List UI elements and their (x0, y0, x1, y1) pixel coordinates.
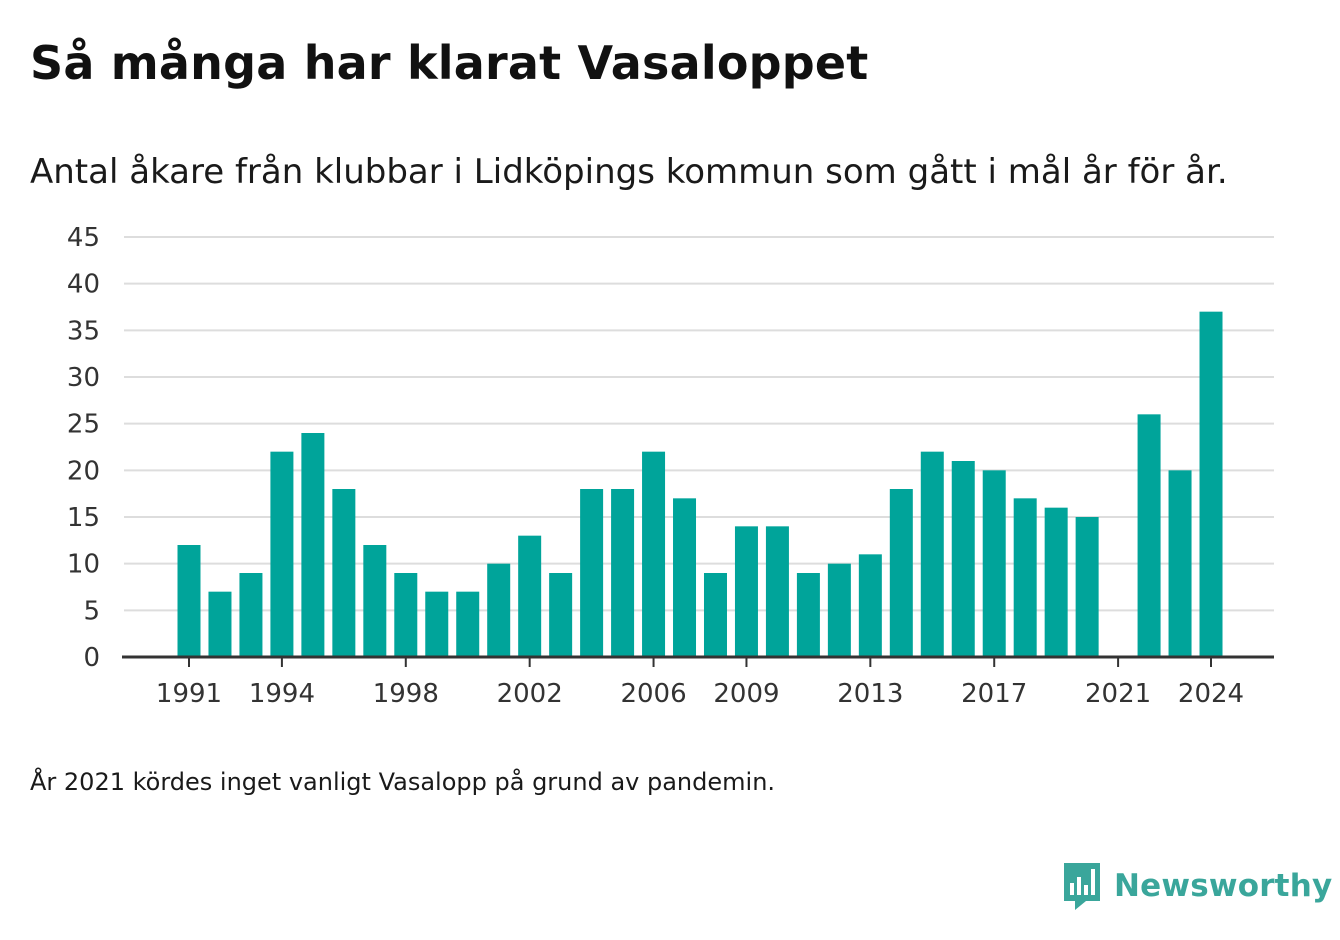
bar-2018 (1013, 498, 1037, 657)
bar-1999 (425, 591, 449, 657)
x-tick-label: 2017 (961, 679, 1027, 709)
bar-1996 (332, 489, 356, 657)
newsworthy-logo-icon (1064, 863, 1100, 910)
y-tick-label: 0 (83, 643, 100, 673)
x-tick-label: 2009 (713, 679, 779, 709)
y-axis-labels: 0 5 10 15 20 25 30 35 40 45 (67, 223, 100, 673)
x-tick-label: 2002 (497, 679, 563, 709)
chart-title: Så många har klarat Vasaloppet (30, 36, 869, 90)
bar-2002 (518, 535, 542, 657)
grid-lines (124, 236, 1274, 612)
bar-2013 (858, 554, 882, 657)
x-tick-label: 1994 (249, 679, 315, 709)
bar-1994 (270, 451, 294, 657)
bar-2020 (1075, 517, 1099, 657)
bar-2003 (549, 573, 573, 657)
bar-2015 (920, 451, 944, 657)
bar-2023 (1168, 470, 1192, 657)
x-tick-label: 2006 (620, 679, 686, 709)
y-tick-label: 5 (83, 596, 100, 626)
bar-2005 (611, 489, 635, 657)
bar-2024 (1199, 311, 1223, 657)
bar-2009 (734, 526, 758, 657)
bars (177, 311, 1223, 657)
bar-2001 (487, 563, 511, 657)
y-tick-label: 40 (67, 270, 100, 300)
bar-1993 (239, 573, 263, 657)
brand-name: Newsworthy (1114, 868, 1333, 904)
y-tick-label: 25 (67, 410, 100, 440)
footnote: År 2021 kördes inget vanligt Vasalopp på… (30, 768, 776, 796)
x-axis-ticks (188, 657, 1213, 667)
y-tick-label: 45 (67, 223, 100, 253)
y-tick-label: 35 (67, 316, 100, 346)
y-tick-label: 15 (67, 503, 100, 533)
x-axis-labels: 1991 1994 1998 2002 2006 2009 2013 2017 2021 2024 (156, 679, 1244, 709)
bar-2008 (703, 573, 727, 657)
bar-chart: 0 5 10 15 20 25 30 35 40 45 1991 1994 1998 2002 2006 2… (67, 223, 1274, 709)
bar-1998 (394, 573, 418, 657)
x-tick-label: 2024 (1178, 679, 1244, 709)
bar-2010 (765, 526, 789, 657)
bar-1992 (208, 591, 232, 657)
bar-2019 (1044, 507, 1068, 657)
bar-2022 (1137, 414, 1161, 657)
bar-1991 (177, 545, 201, 657)
bar-1997 (363, 545, 387, 657)
chart-subtitle: Antal åkare från klubbar i Lidköpings ko… (30, 152, 1228, 192)
x-tick-label: 1998 (373, 679, 439, 709)
bar-2007 (673, 498, 697, 657)
bar-2006 (642, 451, 666, 657)
x-tick-label: 2013 (837, 679, 903, 709)
bar-1995 (301, 433, 325, 657)
bar-2017 (982, 470, 1006, 657)
y-tick-label: 30 (67, 363, 100, 393)
brand-logo[interactable]: Newsworthy (1062, 860, 1332, 912)
y-tick-label: 10 (67, 550, 100, 580)
bar-2000 (456, 591, 480, 657)
y-tick-label: 20 (67, 456, 100, 486)
bar-2016 (951, 461, 975, 657)
x-tick-label: 2021 (1085, 679, 1151, 709)
bar-2012 (827, 563, 851, 657)
bar-2011 (796, 573, 820, 657)
bar-2014 (889, 489, 913, 657)
x-tick-label: 1991 (156, 679, 222, 709)
bar-2004 (580, 489, 604, 657)
